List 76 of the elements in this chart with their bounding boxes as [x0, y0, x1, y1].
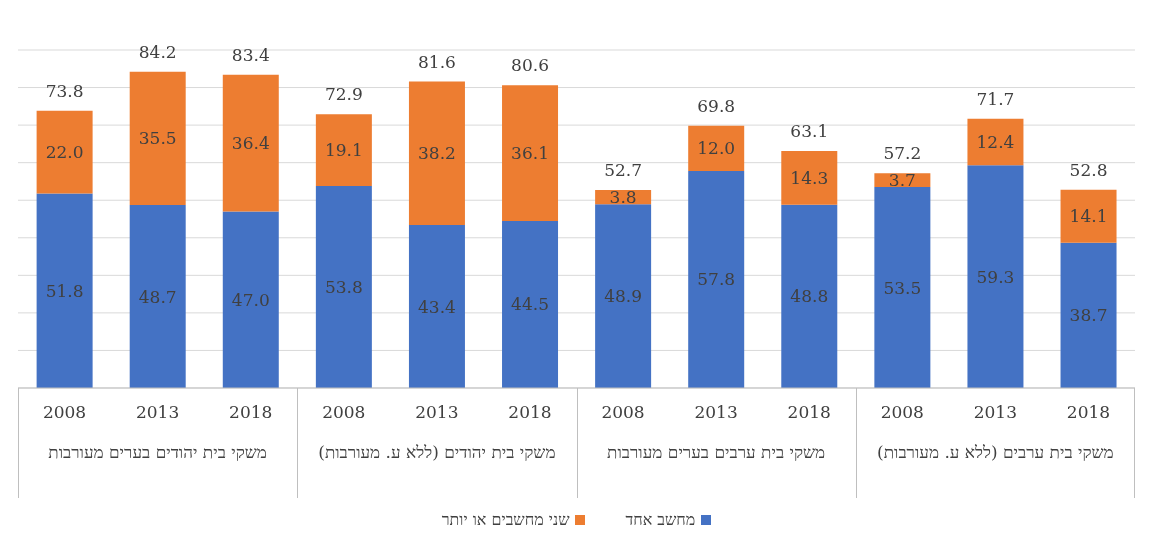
bar [688, 125, 745, 171]
bar [315, 114, 372, 186]
data-label: 35.5 [138, 128, 177, 149]
bar [1060, 242, 1117, 388]
legend-label: מחשב אחד [625, 510, 696, 529]
bar [967, 118, 1024, 166]
total-label: 81.6 [418, 51, 456, 72]
bar [222, 74, 279, 212]
x-tick-label: 2013 [694, 402, 738, 423]
bar [222, 211, 279, 388]
total-label: 83.4 [231, 44, 270, 65]
data-label: 43.4 [418, 296, 456, 317]
total-label: 72.9 [324, 84, 363, 105]
bar [688, 170, 745, 388]
total-label: 73.8 [45, 80, 84, 101]
total-label: 57.2 [883, 143, 922, 164]
bar [408, 81, 465, 226]
bar [874, 187, 931, 388]
bar [408, 225, 465, 388]
data-label: 3.7 [888, 170, 916, 191]
text: משקי בית יהודים (ללא ע. מעורבות) [317, 441, 557, 464]
x-tick-label: 2018 [1066, 402, 1111, 423]
data-label: 47.0 [231, 289, 270, 310]
bar [967, 165, 1024, 388]
text: משקי בית יהודים בערים מעורבות [47, 441, 268, 464]
total-label: 52.8 [1069, 159, 1108, 180]
bar [781, 151, 838, 205]
data-label: 48.7 [138, 286, 177, 307]
x-tick-label: 2018 [508, 402, 552, 423]
data-label: 51.8 [45, 280, 84, 301]
data-label: 36.1 [511, 143, 549, 164]
bar [781, 204, 838, 388]
data-label: 38.7 [1069, 305, 1108, 326]
bar [36, 110, 93, 194]
bar [129, 205, 186, 388]
data-label: 3.8 [609, 187, 637, 208]
x-tick-label: 2008 [42, 402, 87, 423]
text: משקי בית ערבים (ללא ע. מעורבות) [876, 441, 1115, 464]
bar [315, 185, 372, 388]
data-label: 38.2 [418, 143, 456, 164]
bar [502, 85, 559, 221]
data-label: 14.3 [790, 167, 829, 188]
bar [502, 220, 559, 388]
x-tick-label: 2018 [229, 402, 273, 423]
bar [129, 71, 186, 206]
x-tick-label: 2013 [135, 402, 180, 423]
x-tick-label: 2008 [601, 402, 645, 423]
total-label: 69.8 [697, 95, 736, 116]
data-label: 44.5 [511, 294, 549, 315]
total-label: 63.1 [790, 121, 829, 142]
data-label: 14.1 [1069, 206, 1108, 227]
data-label: 57.8 [697, 269, 736, 290]
x-tick-label: 2008 [880, 402, 924, 423]
x-tick-label: 2008 [322, 402, 366, 423]
total-label: 71.7 [976, 88, 1015, 109]
x-tick-label: 2018 [787, 402, 831, 423]
x-tick-label: 2013 [973, 402, 1018, 423]
data-label: 19.1 [324, 140, 363, 161]
data-label: 22.0 [45, 142, 84, 163]
data-label: 12.4 [976, 132, 1015, 153]
data-label: 36.4 [231, 133, 270, 154]
data-label: 53.5 [883, 277, 922, 298]
data-label: 53.8 [324, 276, 363, 297]
data-label: 12.0 [697, 138, 736, 159]
data-label: 59.3 [976, 266, 1015, 287]
data-label: 48.8 [790, 286, 829, 307]
text: משקי בית ערבים בערים מעורבות [606, 441, 827, 464]
total-label: 80.6 [511, 55, 549, 76]
total-label: 52.7 [604, 160, 643, 181]
total-label: 84.2 [138, 41, 177, 62]
bar [1060, 189, 1117, 243]
legend-label: שני מחשבים או יותר [441, 510, 570, 529]
data-label: 48.9 [604, 286, 643, 307]
x-tick-label: 2013 [415, 402, 459, 423]
bar [595, 204, 652, 388]
bar [36, 193, 93, 388]
